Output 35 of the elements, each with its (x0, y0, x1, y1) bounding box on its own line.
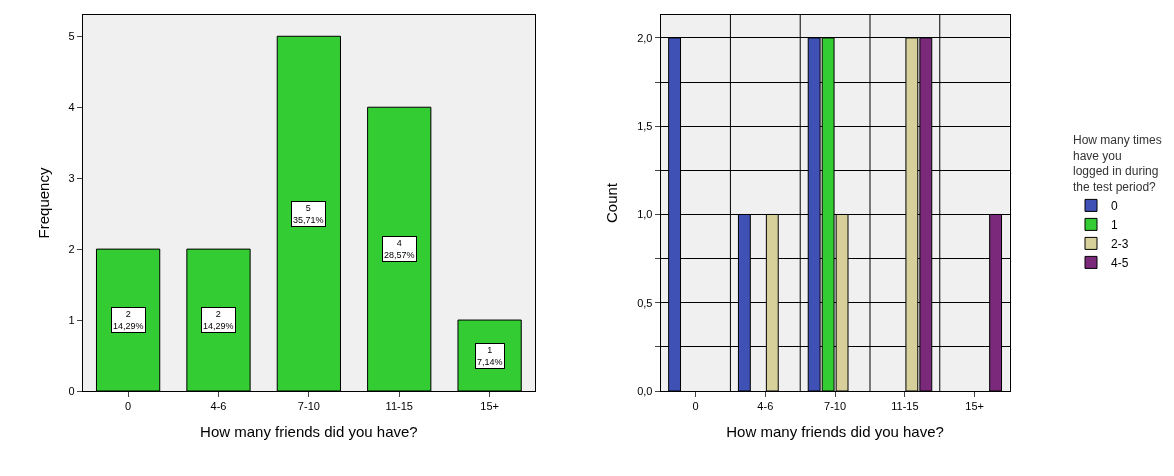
x-tick-label: 11-15 (891, 400, 919, 413)
legend-label: 4-5 (1111, 256, 1129, 271)
x-axis-title: How many friends did you have? (200, 423, 418, 441)
y-tick-label: 1,5 (637, 120, 653, 133)
y-tick-label: 1 (68, 313, 75, 326)
x-tick-label: 0 (692, 400, 699, 413)
y-tick-label: 0 (68, 384, 75, 397)
x-tick-label: 4-6 (210, 400, 227, 413)
legend-label: 0 (1111, 199, 1118, 214)
data-label: 4 28,57% (384, 238, 415, 260)
y-tick-label: 1,0 (637, 208, 653, 221)
data-label: 5 35,71% (293, 203, 324, 225)
y-tick-label: 3 (68, 172, 75, 185)
x-tick-label: 11-15 (385, 400, 413, 413)
y-tick-label: 2,0 (637, 31, 653, 44)
x-tick-label: 0 (125, 400, 132, 413)
legend-title: How many times have you logged in during the test period? (1073, 133, 1162, 194)
y-tick-label: 4 (68, 101, 75, 114)
x-tick-label: 7-10 (297, 400, 320, 413)
y-axis-title: Count (603, 182, 621, 224)
legend-label: 2-3 (1111, 237, 1129, 252)
y-tick-label: 2 (68, 242, 75, 255)
x-axis-title: How many friends did you have? (726, 423, 944, 441)
y-tick-label: 5 (68, 30, 75, 43)
y-axis-title: Frequency (34, 167, 52, 239)
legend-label: 1 (1111, 218, 1118, 233)
y-tick-label: 0,5 (637, 296, 653, 309)
x-tick-label: 7-10 (824, 400, 847, 413)
x-tick-label: 15+ (480, 400, 499, 413)
x-tick-label: 15+ (965, 400, 985, 413)
x-tick-label: 4-6 (757, 400, 774, 413)
data-label: 2 14,29% (113, 309, 144, 331)
data-label: 1 7,14% (477, 345, 503, 367)
y-tick-label: 0,0 (637, 384, 653, 397)
data-label: 2 14,29% (203, 309, 234, 331)
